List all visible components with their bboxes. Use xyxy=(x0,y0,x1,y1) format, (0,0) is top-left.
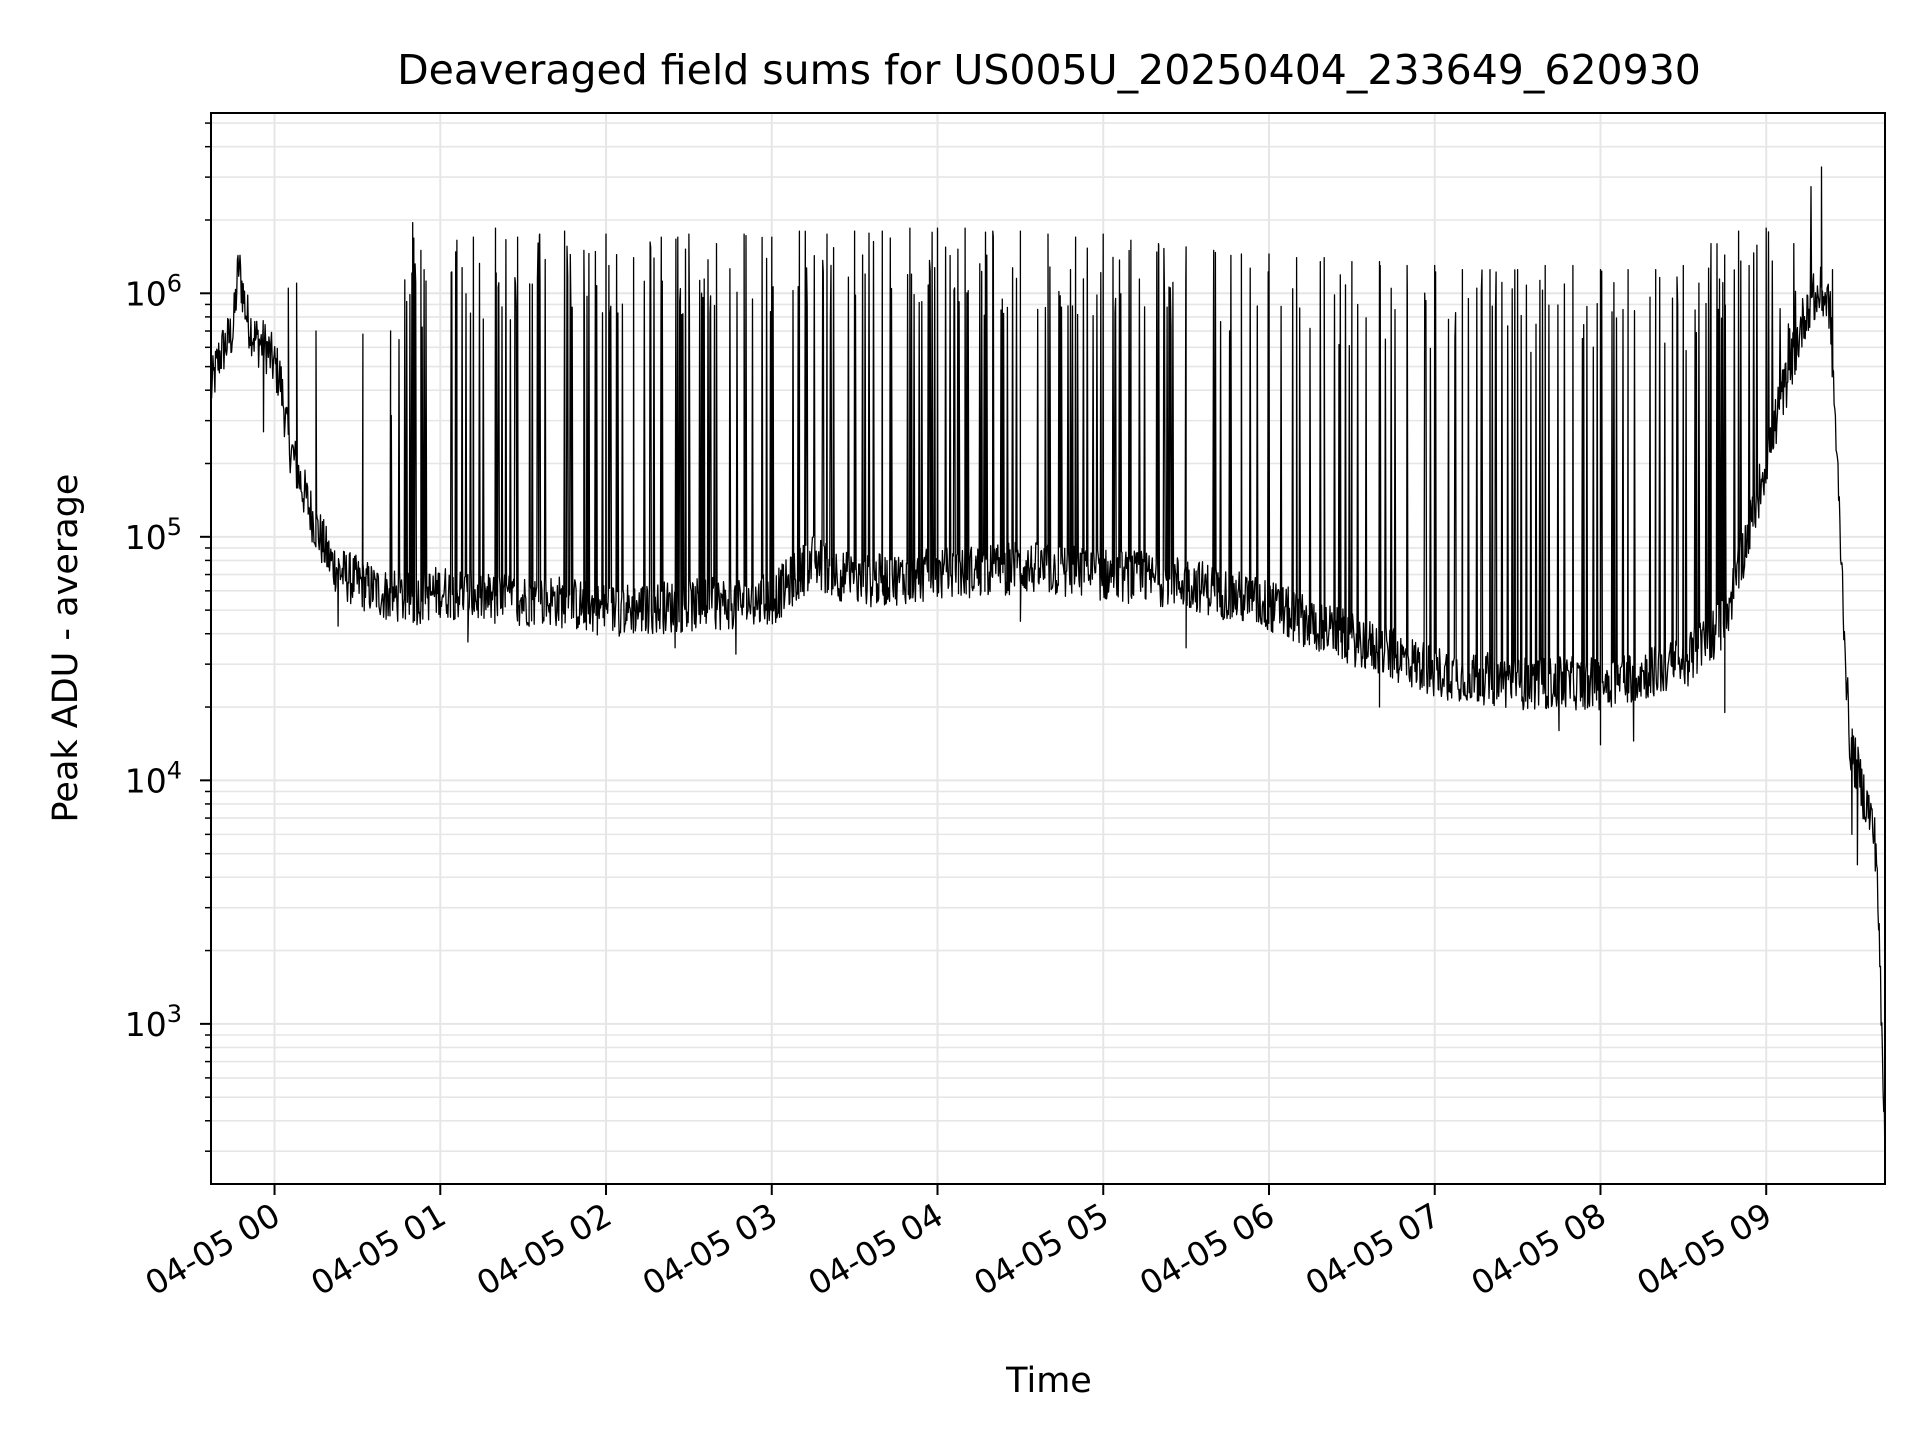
x-tick-label: 04-05 06 xyxy=(1133,1195,1281,1303)
plot-area-frame xyxy=(210,112,1886,1185)
y-tick-label: 106 xyxy=(125,269,182,313)
x-tick-label: 04-05 07 xyxy=(1299,1195,1447,1303)
y-tick-label: 104 xyxy=(125,756,182,800)
y-tick-label: 105 xyxy=(125,513,182,557)
x-tick-label: 04-05 00 xyxy=(139,1195,287,1303)
data-series xyxy=(210,166,1886,1173)
x-tick-label: 04-05 08 xyxy=(1464,1195,1612,1303)
x-tick-label: 04-05 05 xyxy=(967,1195,1115,1303)
y-tick-label: 103 xyxy=(125,1000,182,1044)
x-tick-label: 04-05 03 xyxy=(636,1195,784,1303)
y-axis: 103 104 105 106 xyxy=(125,122,211,1152)
x-tick-label: 04-05 02 xyxy=(470,1195,618,1303)
x-axis: 04-05 00 04-05 01 04-05 02 04-05 03 04-05 04… xyxy=(139,1184,1778,1303)
x-tick-label: 04-05 01 xyxy=(304,1195,452,1303)
x-axis-label: Time xyxy=(1005,1361,1092,1401)
y-axis-label: Peak ADU - average xyxy=(46,474,86,823)
chart-title: Deaveraged field sums for US005U_2025040… xyxy=(397,46,1701,94)
series-line xyxy=(210,166,1886,1173)
x-tick-label: 04-05 09 xyxy=(1630,1195,1778,1303)
x-tick-label: 04-05 04 xyxy=(802,1195,950,1303)
